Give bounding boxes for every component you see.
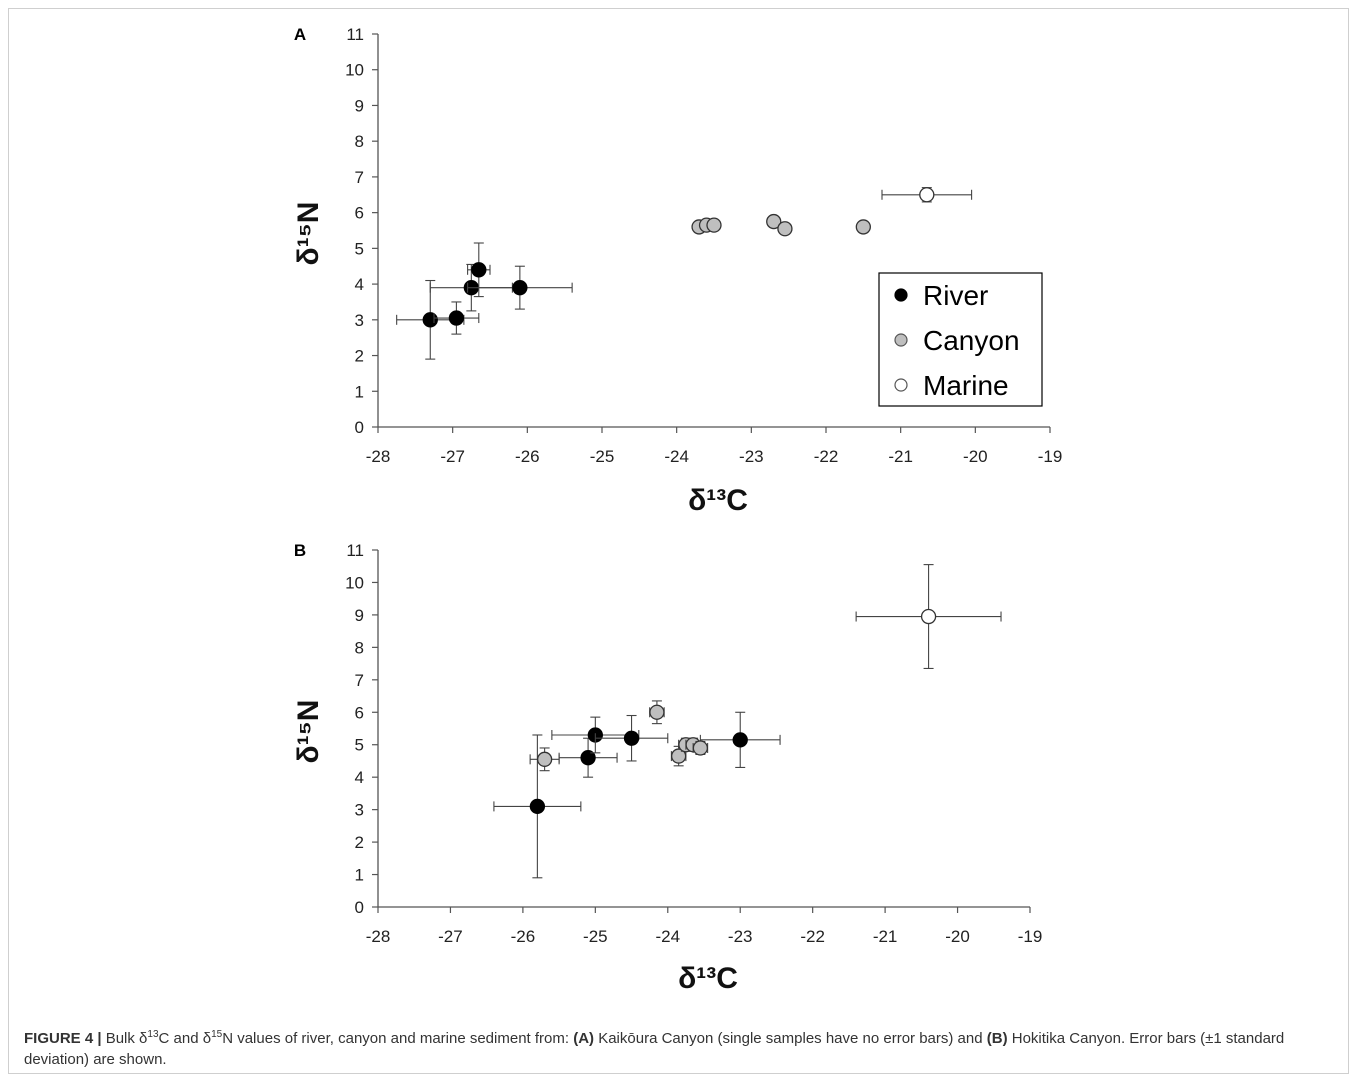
pb-y-tick-label: 3 — [355, 801, 364, 820]
pb-canyon-point — [536, 751, 553, 767]
caption-sup-15: 15 — [211, 1029, 223, 1040]
pa-marine-point — [919, 187, 935, 203]
pb-y-tick-label: 5 — [355, 736, 364, 755]
pa-river-point — [422, 312, 438, 328]
pa-canyon-point — [706, 217, 722, 233]
caption-text-3: N values of river, canyon and marine sed… — [222, 1030, 574, 1047]
pb-panel: B 0 1 2 3 4 5 6 7 8 9 10 11 -28 -27 -26 -25 -24 -23 -22 -21 -… — [292, 541, 1042, 995]
caption-text-2: C and δ — [158, 1030, 212, 1047]
pb-y-tick-label: 4 — [355, 768, 364, 787]
figure-frame — [8, 8, 1349, 1074]
pa-canyon-point — [855, 219, 871, 235]
pb-x-axis-title: δ¹³C — [678, 962, 738, 995]
caption-text-5: Hokitika Canyon. Error bars (±1 standard… — [24, 1030, 1285, 1068]
pa-legend-label-canyon: Canyon — [923, 325, 1020, 356]
caption-panel-a-label: (A) — [573, 1030, 595, 1047]
pa-panel-label: A — [294, 25, 306, 44]
pb-x-tick-label: -23 — [728, 927, 753, 946]
pb-x-tick-label: -19 — [1018, 927, 1043, 946]
pb-y-tick-label: 1 — [355, 866, 364, 885]
pa-legend-marker-canyon — [894, 333, 908, 347]
pb-river-point — [529, 798, 546, 815]
caption-panel-b-label: (B) — [986, 1030, 1008, 1047]
pb-y-tick-label: 7 — [355, 671, 364, 690]
pb-canyon-point — [692, 740, 709, 756]
pa-y-tick-label: 2 — [355, 347, 364, 366]
pb-y-tick-label: 11 — [346, 541, 364, 560]
pa-y-tick-label: 1 — [355, 382, 364, 401]
pa-legend-marker-river — [894, 288, 908, 302]
pa-y-tick-label: 11 — [346, 25, 364, 44]
pa-y-axis-title: δ¹⁵N — [292, 202, 325, 266]
pa-x-tick-label: -22 — [814, 447, 839, 466]
caption-sup-13: 13 — [147, 1029, 159, 1040]
pa-x-tick-label: -25 — [590, 447, 615, 466]
pa-legend-marker-marine — [894, 378, 908, 392]
caption-figure-label: FIGURE 4 | — [24, 1030, 102, 1047]
pa-panel: A 0 1 2 3 4 5 6 7 8 9 10 11 -28 -27 -26 -25 -24 -23 -22 -21 -… — [292, 25, 1062, 517]
pb-x-tick-label: -26 — [511, 927, 536, 946]
pb-x-tick-label: -22 — [800, 927, 825, 946]
pa-canyon-point — [766, 213, 782, 230]
pa-y-tick-label: 6 — [355, 204, 364, 223]
pb-x-tick-label: -25 — [583, 927, 608, 946]
pb-x-tick-label: -24 — [655, 927, 680, 946]
figure-caption: FIGURE 4 | Bulk δ13C and δ15N values of … — [24, 1028, 1324, 1070]
pa-canyon-point — [777, 221, 793, 237]
pa-y-tick-label: 9 — [355, 96, 364, 115]
pa-legend-label-river: River — [923, 280, 988, 311]
pa-y-tick-label: 5 — [355, 239, 364, 258]
pa-x-tick-label: -28 — [366, 447, 391, 466]
pa-y-tick-label: 0 — [355, 418, 364, 437]
pa-y-tick-label: 8 — [355, 132, 364, 151]
pa-y-tick-label: 7 — [355, 168, 364, 187]
pa-x-tick-label: -27 — [440, 447, 465, 466]
pb-x-tick-label: -27 — [438, 927, 463, 946]
caption-text-1: Bulk δ — [101, 1030, 148, 1047]
pa-legend: River Canyon Marine — [878, 272, 1043, 407]
pa-y-tick-label: 3 — [355, 311, 364, 330]
pb-marine-point — [920, 608, 937, 625]
pb-x-tick-label: -28 — [366, 927, 391, 946]
pb-canyon-point — [649, 704, 665, 720]
pa-river-point — [448, 310, 465, 326]
pb-river-point — [623, 730, 640, 746]
pb-x-tick-label: -21 — [873, 927, 898, 946]
pa-river-point — [512, 280, 528, 296]
pb-panel-label: B — [294, 541, 306, 560]
pb-river-point — [732, 732, 748, 748]
pb-y-tick-label: 6 — [355, 703, 364, 722]
pa-legend-label-marine: Marine — [923, 370, 1009, 401]
pb-y-tick-label: 2 — [355, 833, 364, 852]
pa-river-point — [471, 262, 487, 278]
pb-y-tick-label: 10 — [345, 573, 364, 592]
pb-river-point — [580, 750, 596, 766]
pa-x-tick-label: -19 — [1038, 447, 1063, 466]
pa-x-tick-label: -20 — [963, 447, 988, 466]
pa-x-tick-label: -26 — [515, 447, 540, 466]
pa-x-tick-label: -21 — [888, 447, 913, 466]
pb-y-tick-label: 9 — [355, 606, 364, 625]
caption-text-4: Kaikōura Canyon (single samples have no … — [594, 1030, 987, 1047]
pa-x-tick-label: -23 — [739, 447, 764, 466]
pb-y-axis-title: δ¹⁵N — [292, 700, 325, 764]
pb-y-tick-label: 8 — [355, 638, 364, 657]
pa-x-tick-label: -24 — [664, 447, 689, 466]
pa-y-tick-label: 10 — [345, 61, 364, 80]
pb-y-tick-label: 0 — [355, 898, 364, 917]
pb-x-tick-label: -20 — [945, 927, 970, 946]
pa-y-tick-label: 4 — [355, 275, 364, 294]
pa-x-axis-title: δ¹³C — [688, 484, 748, 517]
